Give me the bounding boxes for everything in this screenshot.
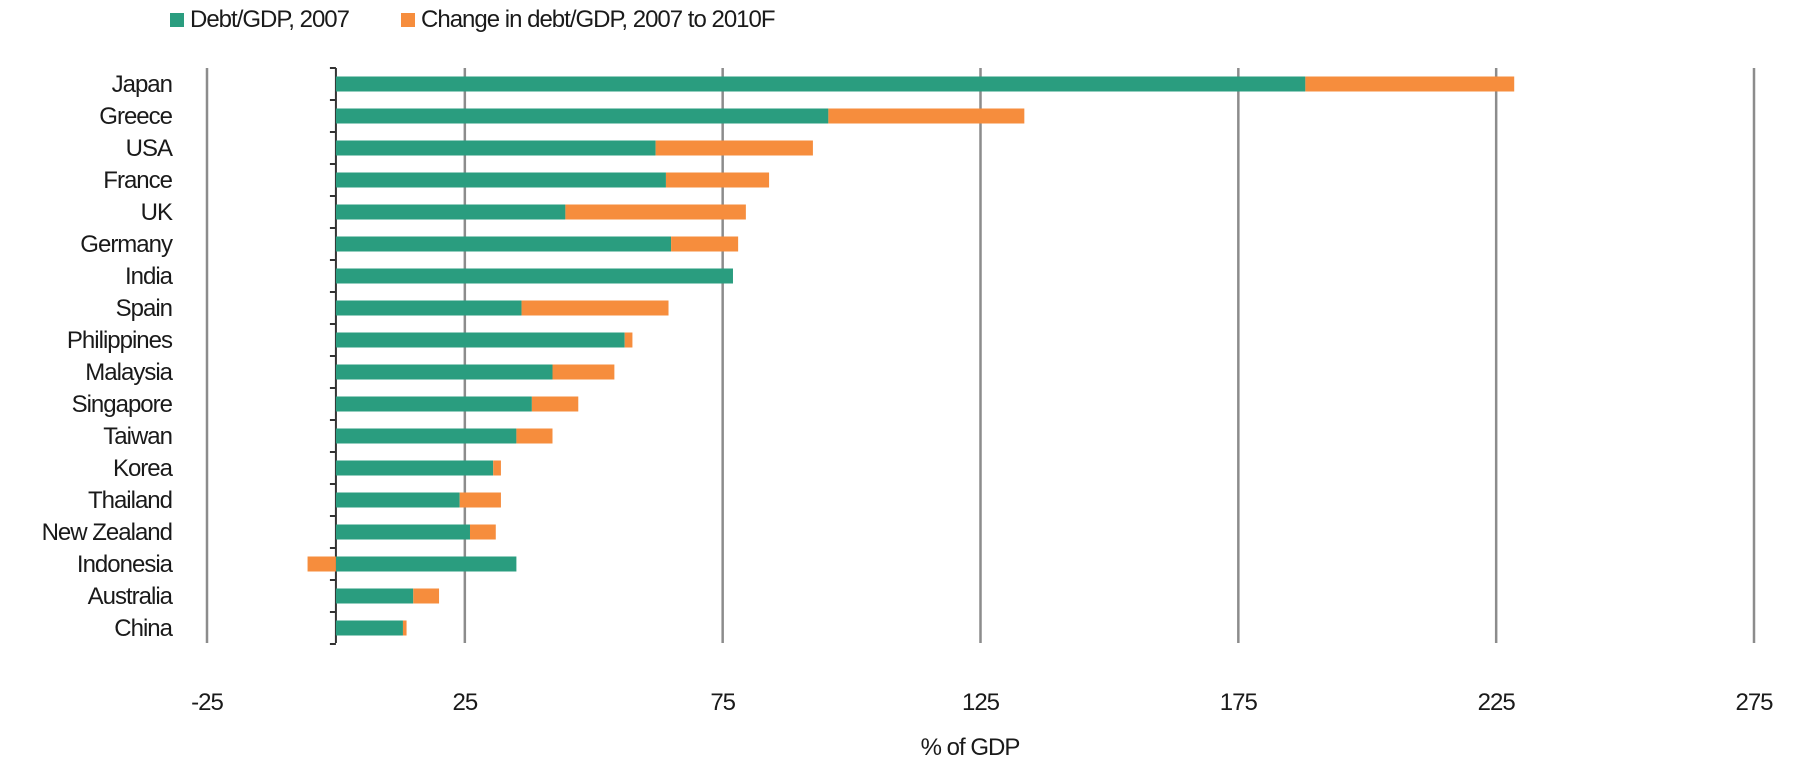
category-label: India bbox=[125, 263, 174, 290]
bar-debt-2007-indonesia bbox=[335, 556, 517, 572]
bar-debt-2007-new-zealand bbox=[335, 524, 470, 540]
legend-swatch-debt-2007 bbox=[170, 13, 184, 27]
bar-debt-change-taiwan bbox=[516, 428, 553, 444]
category-label: USA bbox=[126, 135, 173, 162]
bar-debt-2007-france bbox=[335, 172, 666, 188]
bar-debt-change-japan bbox=[1305, 76, 1515, 92]
legend-label-debt-change: Change in debt/GDP, 2007 to 2010F bbox=[421, 6, 776, 33]
bar-debt-2007-taiwan bbox=[335, 428, 517, 444]
bar-debt-2007-germany bbox=[335, 236, 672, 252]
bar-debt-change-uk bbox=[565, 204, 746, 220]
bar-debt-2007-malaysia bbox=[335, 364, 553, 380]
legend-item-debt-2007: Debt/GDP, 2007 bbox=[170, 6, 350, 34]
bar-debt-change-greece bbox=[828, 108, 1025, 124]
x-tick-label: 275 bbox=[1735, 689, 1773, 716]
bar-debt-change-malaysia bbox=[552, 364, 615, 380]
legend-swatch-debt-change bbox=[401, 13, 416, 27]
bar-debt-2007-thailand bbox=[335, 492, 460, 508]
category-label: Spain bbox=[116, 295, 172, 322]
bars bbox=[307, 76, 1515, 636]
y-axis bbox=[329, 67, 337, 645]
category-label: Thailand bbox=[88, 487, 172, 514]
bar-debt-2007-japan bbox=[335, 76, 1306, 92]
x-tick-label: 25 bbox=[452, 689, 477, 716]
category-label: Greece bbox=[99, 103, 172, 130]
category-label: France bbox=[103, 167, 172, 194]
category-label: New Zealand bbox=[42, 519, 172, 546]
legend-item-debt-change: Change in debt/GDP, 2007 to 2010F bbox=[401, 6, 776, 34]
chart-legend: Debt/GDP, 2007 Change in debt/GDP, 2007 … bbox=[170, 6, 827, 34]
gridlines bbox=[205, 68, 1756, 643]
bar-debt-change-australia bbox=[413, 588, 440, 604]
x-tick-labels: -25 25 75 125 175 225 275 bbox=[191, 689, 1774, 716]
bar-debt-change-thailand bbox=[459, 492, 501, 508]
bar-debt-2007-philippines bbox=[335, 332, 625, 348]
bar-debt-change-china bbox=[402, 620, 407, 636]
category-label: Korea bbox=[113, 455, 174, 482]
x-tick-label: 125 bbox=[962, 689, 1000, 716]
bar-debt-2007-greece bbox=[335, 108, 829, 124]
bar-debt-2007-india bbox=[335, 268, 733, 284]
bar-debt-change-korea bbox=[493, 460, 501, 476]
category-label: Singapore bbox=[72, 391, 173, 418]
bar-debt-change-usa bbox=[655, 140, 813, 156]
x-tick-label: 75 bbox=[710, 689, 735, 716]
category-label: Germany bbox=[80, 231, 173, 258]
category-label: Malaysia bbox=[85, 359, 173, 386]
category-labels: Japan Greece USA France UK Germany India Spain P… bbox=[42, 71, 175, 642]
bar-debt-2007-uk bbox=[335, 204, 566, 220]
x-tick-label: 175 bbox=[1220, 689, 1258, 716]
x-tick-label: 225 bbox=[1478, 689, 1516, 716]
category-label: Philippines bbox=[67, 327, 173, 354]
bar-debt-change-new-zealand bbox=[469, 524, 496, 540]
bar-debt-2007-china bbox=[335, 620, 403, 636]
category-label: Indonesia bbox=[77, 551, 174, 578]
bar-debt-2007-singapore bbox=[335, 396, 532, 412]
category-label: Australia bbox=[88, 583, 174, 610]
bar-debt-change-indonesia bbox=[307, 556, 336, 572]
bar-debt-2007-australia bbox=[335, 588, 414, 604]
x-axis-title: % of GDP bbox=[921, 734, 1020, 761]
category-label: UK bbox=[141, 199, 173, 226]
x-tick-label: -25 bbox=[191, 689, 223, 716]
category-label: Taiwan bbox=[103, 423, 172, 450]
bar-debt-2007-usa bbox=[335, 140, 656, 156]
bar-debt-change-germany bbox=[671, 236, 739, 252]
category-label: Japan bbox=[112, 71, 172, 98]
bar-debt-change-spain bbox=[521, 300, 669, 316]
legend-label-debt-2007: Debt/GDP, 2007 bbox=[190, 6, 350, 33]
category-label: China bbox=[114, 615, 173, 642]
bar-debt-2007-korea bbox=[335, 460, 494, 476]
bar-debt-change-singapore bbox=[531, 396, 579, 412]
bar-debt-2007-spain bbox=[335, 300, 522, 316]
bar-debt-change-france bbox=[665, 172, 770, 188]
bar-debt-change-philippines bbox=[624, 332, 633, 348]
